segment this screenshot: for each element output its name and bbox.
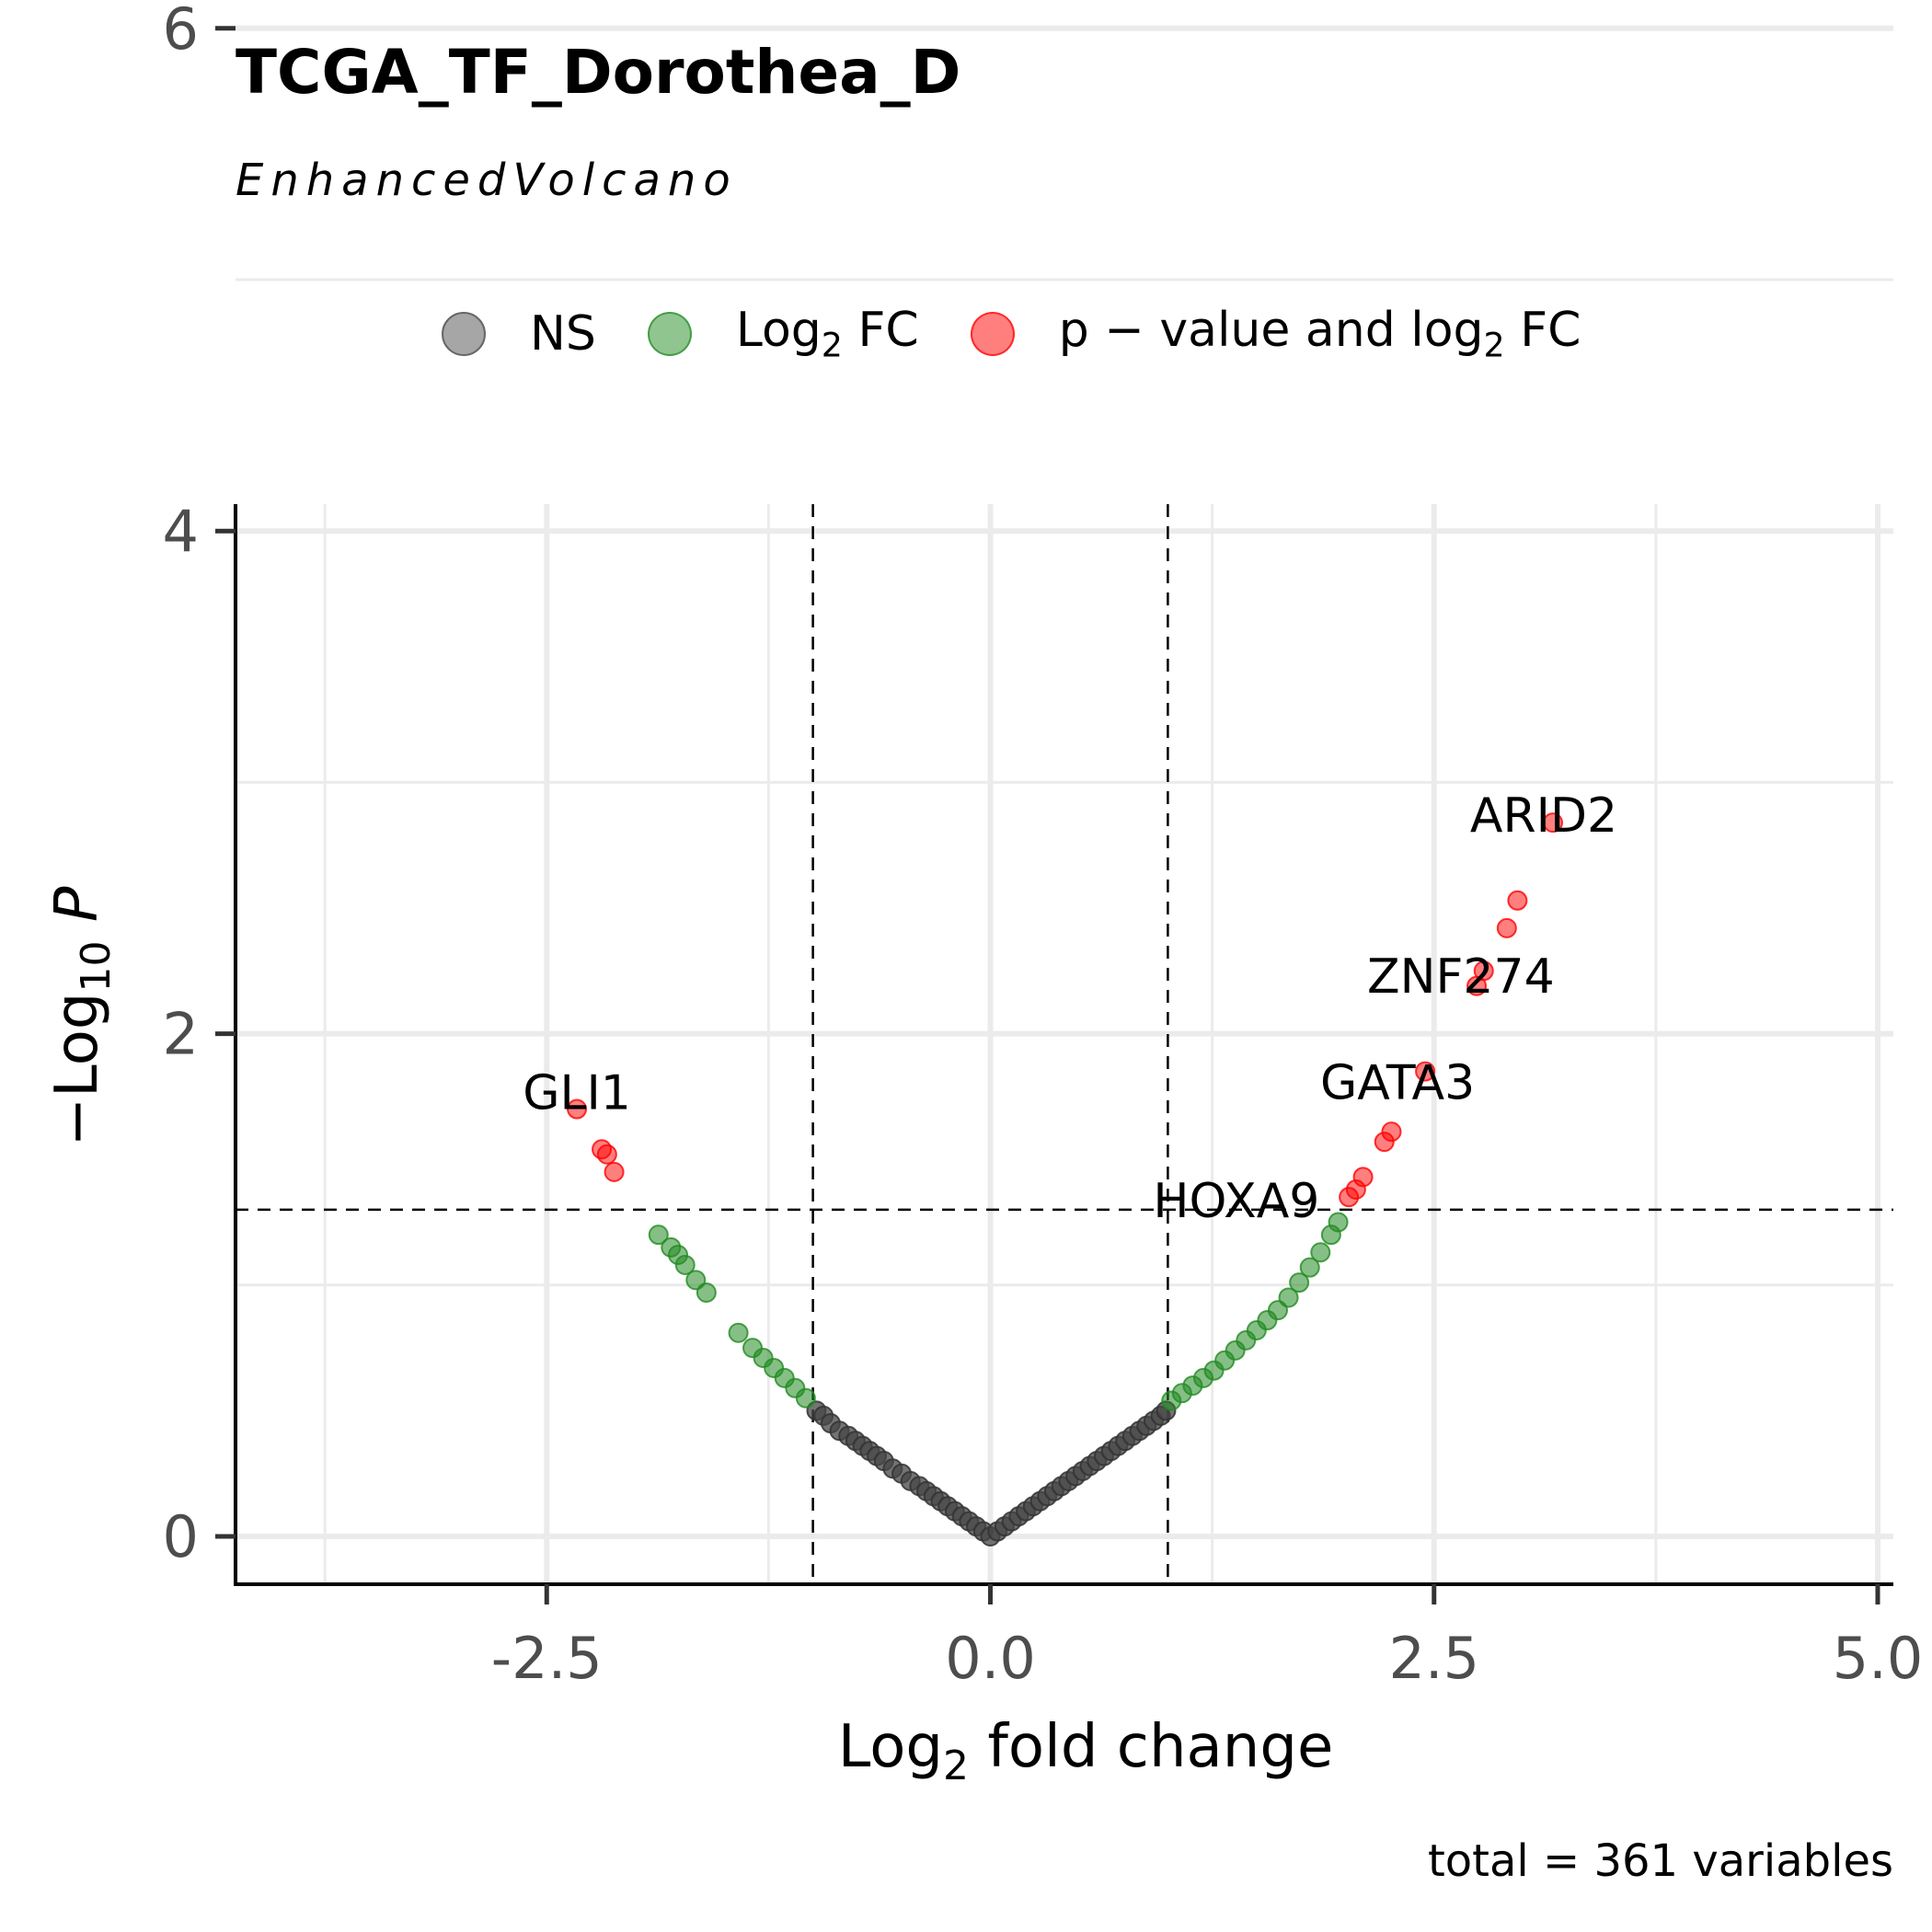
data-point-series-1 bbox=[1299, 1257, 1320, 1278]
data-point-series-2 bbox=[567, 1098, 588, 1120]
legend-item-pvalue-log2fc: p − value and log2 FC bbox=[970, 303, 1581, 365]
point-label: ARID2 bbox=[1470, 788, 1617, 844]
y-tick-label: 0 bbox=[163, 1503, 199, 1570]
legend-label-log2fc: Log2 FC bbox=[735, 303, 919, 365]
grid-lines bbox=[236, 25, 1893, 1584]
cutoff-lines bbox=[236, 504, 1893, 1584]
data-point-series-2 bbox=[1381, 1121, 1402, 1143]
data-point-series-2 bbox=[1507, 890, 1528, 911]
data-point-series-2 bbox=[1473, 960, 1494, 982]
x-tick-label: 5.0 bbox=[1833, 1625, 1924, 1692]
legend-label-pvalue-log2fc: p − value and log2 FC bbox=[1058, 303, 1581, 365]
data-point-series-2 bbox=[1542, 812, 1563, 834]
data-point-series-1 bbox=[795, 1387, 816, 1409]
legend-label-ns: NS bbox=[530, 306, 596, 362]
axes: 02468-2.50.02.55.0 bbox=[163, 0, 1924, 1692]
y-axis-title: −Log10 P bbox=[43, 886, 120, 1146]
data-point-series-1 bbox=[1278, 1287, 1299, 1308]
point-label: GLI1 bbox=[523, 1066, 631, 1121]
data-point-series-2 bbox=[596, 1144, 617, 1165]
data-point-series-1 bbox=[728, 1322, 749, 1343]
x-axis-title: Log2 fold change bbox=[838, 1713, 1334, 1789]
data-point-series-1 bbox=[1310, 1242, 1331, 1263]
point-label: HOXA9 bbox=[1153, 1174, 1319, 1229]
data-point-series-1 bbox=[674, 1254, 696, 1275]
x-tick-label: 0.0 bbox=[945, 1625, 1036, 1692]
chart-title: TCGA_TF_Dorothea_D bbox=[236, 37, 961, 108]
x-tick-label: 2.5 bbox=[1388, 1625, 1479, 1692]
y-tick-label: 4 bbox=[163, 498, 199, 565]
caption: total = 361 variables bbox=[1427, 1835, 1893, 1887]
legend-item-ns: NS bbox=[442, 306, 596, 362]
y-tick-label: 2 bbox=[163, 1001, 199, 1068]
legend-item-log2fc: Log2 FC bbox=[647, 303, 919, 365]
point-label: ZNF274 bbox=[1367, 949, 1555, 1005]
data-point-series-2 bbox=[1352, 1167, 1374, 1188]
data-point-series-2 bbox=[604, 1161, 625, 1182]
legend-marker-ns bbox=[442, 312, 486, 356]
data-point-series-1 bbox=[1328, 1212, 1349, 1233]
chart-subtitle: EnhancedVolcano bbox=[236, 155, 738, 206]
data-point-series-1 bbox=[1289, 1272, 1310, 1294]
x-tick-label: -2.5 bbox=[491, 1625, 603, 1692]
legend: NS Log2 FC p − value and log2 FC bbox=[442, 299, 1632, 369]
legend-marker-pvalue-log2fc bbox=[970, 311, 1015, 356]
point-labels: GLI1 ARID2 ZNF274 GATA3 HOXA9 bbox=[523, 788, 1617, 1229]
data-point-series-2 bbox=[1496, 917, 1517, 938]
y-tick-label: 6 bbox=[163, 0, 199, 63]
data-point-series-1 bbox=[696, 1282, 717, 1303]
data-point-series-2 bbox=[1415, 1061, 1436, 1082]
data-point-series-1 bbox=[648, 1225, 669, 1246]
data-points bbox=[567, 812, 1563, 1547]
point-label: GATA3 bbox=[1320, 1056, 1475, 1111]
legend-marker-log2fc bbox=[647, 311, 692, 356]
